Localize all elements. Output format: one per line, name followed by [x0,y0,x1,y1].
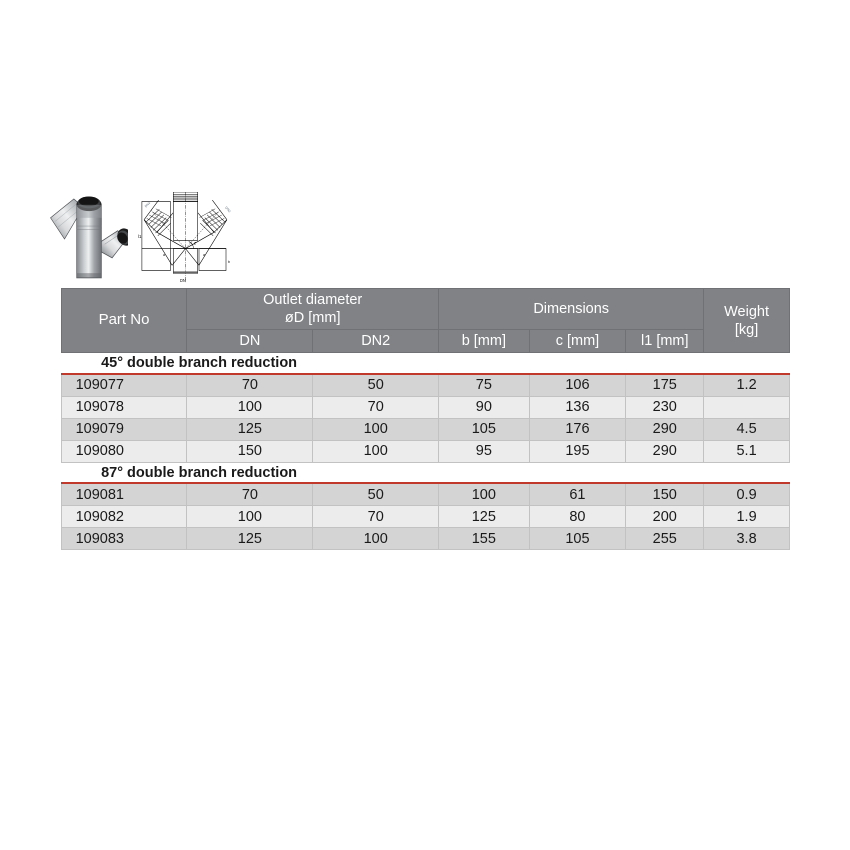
svg-text:a: a [163,253,166,257]
svg-text:DN2: DN2 [224,206,231,214]
svg-text:l1: l1 [138,234,142,239]
svg-text:b: b [228,260,230,264]
svg-text:z: z [194,240,197,245]
svg-text:DN: DN [180,278,186,283]
